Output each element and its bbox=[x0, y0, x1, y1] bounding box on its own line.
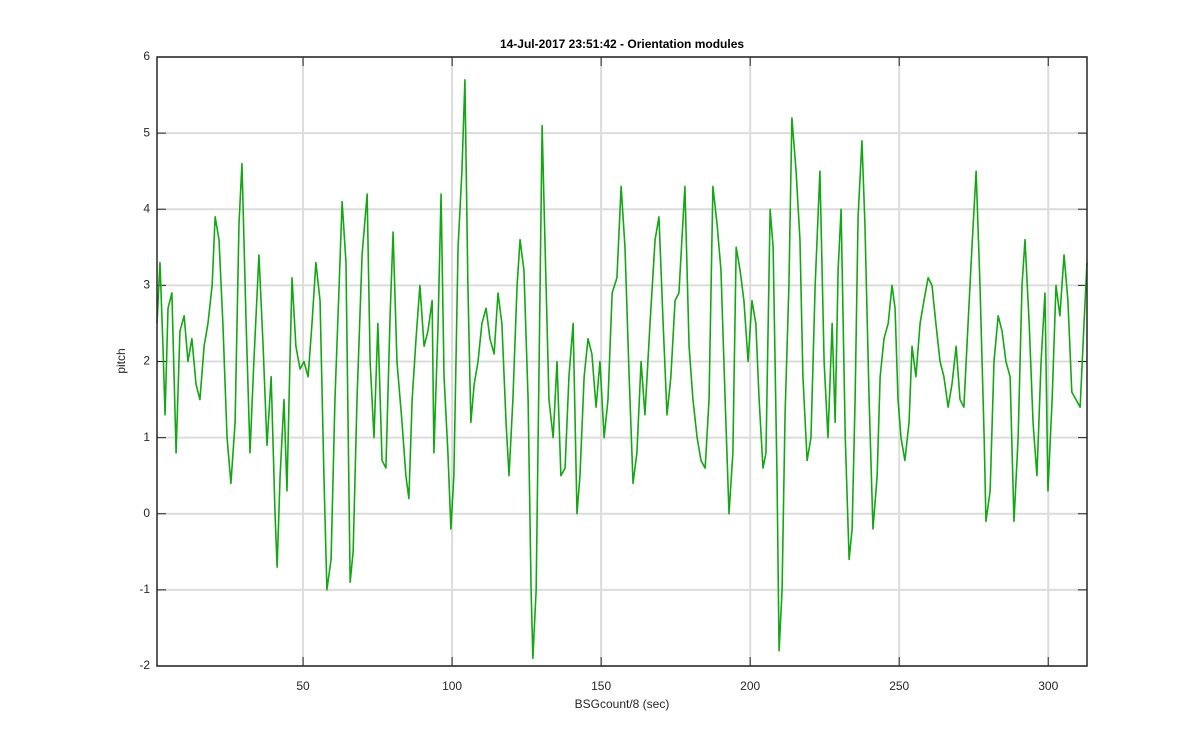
axes-box bbox=[156, 56, 1088, 667]
y-tick-label: 5 bbox=[143, 125, 150, 139]
y-tick-label: 0 bbox=[143, 506, 150, 520]
x-tick-label: 150 bbox=[591, 679, 611, 693]
data-line bbox=[156, 79, 1088, 660]
chart-title: 14-Jul-2017 23:51:42 - Orientation modul… bbox=[500, 37, 744, 51]
y-tick-label: -2 bbox=[139, 658, 150, 672]
y-tick-label: -1 bbox=[139, 582, 150, 596]
x-tick-label: 50 bbox=[296, 679, 310, 693]
y-tick-label: 1 bbox=[143, 430, 150, 444]
x-axis-label: BSGcount/8 (sec) bbox=[575, 697, 670, 711]
y-tick-label: 3 bbox=[143, 278, 150, 292]
x-tick-label: 250 bbox=[889, 679, 909, 693]
y-tick-label: 2 bbox=[143, 354, 150, 368]
y-tick-label: 4 bbox=[143, 201, 150, 215]
y-tick-label: 6 bbox=[143, 49, 150, 63]
x-tick-label: 200 bbox=[740, 679, 760, 693]
y-axis-label: pitch bbox=[114, 348, 128, 373]
x-tick-label: 300 bbox=[1038, 679, 1058, 693]
x-tick-label: 100 bbox=[442, 679, 462, 693]
